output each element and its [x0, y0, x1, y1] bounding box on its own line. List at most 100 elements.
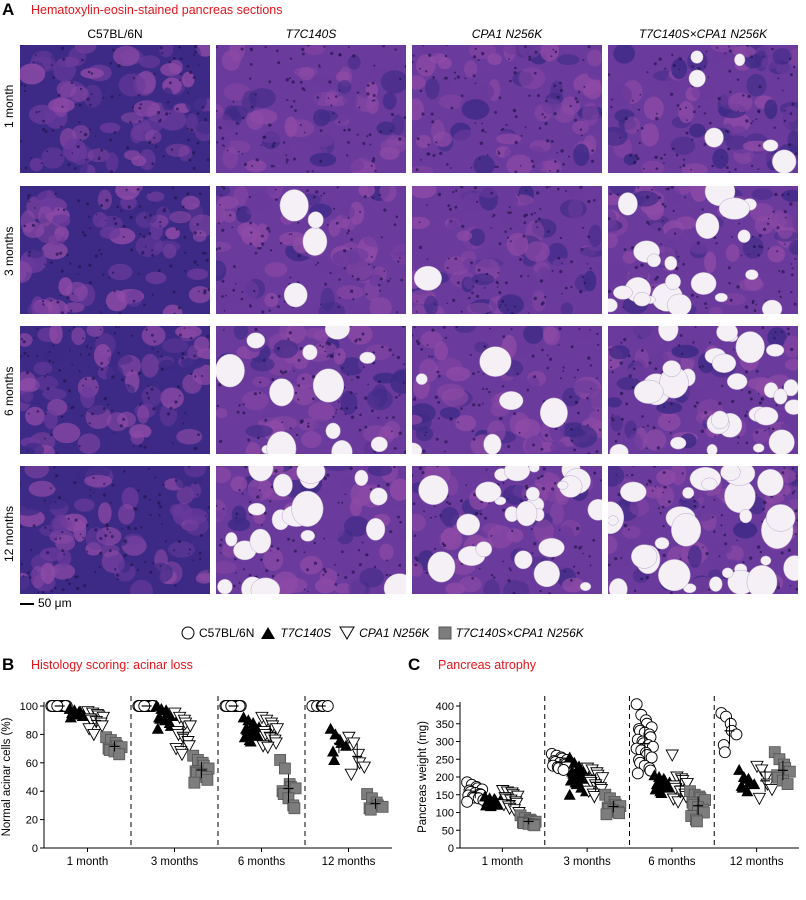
legend-gray-square-marker: [438, 626, 452, 640]
legend-open-triangle-marker: [339, 626, 355, 640]
panel-c-title: Pancreas atrophy: [438, 658, 536, 672]
legend-label-double-mutant: T7C140S×CPA1 N256K: [455, 626, 584, 640]
data-point-t7c140s: [324, 722, 337, 734]
histology-image-double-mutant-1-month: [608, 45, 798, 173]
row-label-1-month: 1 month: [2, 84, 16, 128]
y-tick-label: 20: [26, 815, 38, 827]
chart-legend: C57BL/6N T7C140S CPA1 N256K T7C140S×CPA1…: [181, 626, 584, 640]
data-point-t7c140s: [484, 800, 497, 812]
panel-a-letter: A: [2, 0, 15, 19]
legend-label-c57bl6n: C57BL/6N: [199, 626, 255, 640]
x-tick-label: 6 months: [648, 856, 696, 868]
data-point-double-mutant: [113, 748, 126, 761]
y-tick-label: 400: [436, 701, 454, 713]
data-point-c57bl6n: [461, 795, 474, 808]
histology-image-c57bl6n-1-month: [20, 45, 210, 173]
data-point-cpa1-n256k: [680, 777, 695, 791]
data-point-c57bl6n: [631, 767, 644, 780]
x-tick-label: 6 months: [238, 856, 286, 868]
histology-image-double-mutant-3-months: [608, 186, 798, 314]
data-point-t7c140s: [655, 786, 668, 798]
data-point-t7c140s: [329, 728, 342, 740]
data-point-cpa1-n256k: [346, 737, 361, 750]
data-point-cpa1-n256k: [765, 783, 779, 797]
y-tick-label: 0: [448, 843, 454, 855]
y-tick-label: 250: [436, 754, 454, 766]
histology-image-c57bl6n-6-months: [20, 326, 210, 454]
y-tick-label: 40: [26, 786, 38, 798]
data-point-t7c140s: [748, 778, 761, 790]
pancreas-atrophy-chart: 0 50 100 150 200 250 300 350 400 Pancreas weight …: [417, 696, 799, 868]
panel-b-title: Histology scoring: acinar loss: [31, 658, 193, 672]
histology-image-cpa1-n256k-12-months: [412, 466, 602, 594]
y-tick-label: 60: [26, 758, 38, 770]
legend-filled-triangle-marker: [261, 627, 276, 639]
row-label-12-months: 12 months: [2, 505, 16, 562]
row-label-3-months: 3 months: [2, 226, 16, 276]
column-header-double-mutant: T7C140S×CPA1 N256K: [638, 27, 768, 41]
data-point-cpa1-n256k: [270, 723, 285, 736]
data-point-cpa1-n256k: [759, 771, 774, 784]
data-point-double-mutant: [781, 778, 794, 790]
data-point-cpa1-n256k: [595, 772, 610, 785]
data-point-t7c140s: [662, 781, 675, 793]
y-axis-title: Normal acinar cells (%): [1, 717, 13, 836]
y-axis-title: Pancreas weight (mg): [417, 721, 429, 833]
data-point-t7c140s: [733, 763, 746, 775]
y-tick-label: 80: [26, 729, 38, 741]
x-tick-label: 12 months: [322, 856, 376, 868]
data-point-t7c140s: [741, 785, 754, 797]
x-tick-label: 12 months: [730, 856, 784, 868]
data-point-t7c140s: [327, 745, 340, 757]
histology-image-t7c140s-6-months: [216, 326, 406, 454]
column-header-t7c140s: T7C140S: [285, 27, 337, 41]
scale-bar-label: 50 μm: [38, 596, 72, 610]
x-tick-label: 3 months: [151, 856, 199, 868]
column-header-cpa1-n256k: CPA1 N256K: [471, 27, 543, 41]
panel-c-letter: C: [408, 655, 421, 674]
data-point-t7c140s: [151, 722, 164, 734]
histology-image-double-mutant-6-months: [608, 326, 798, 454]
data-point-double-mutant: [279, 762, 291, 775]
data-point-c57bl6n: [718, 746, 731, 759]
legend-open-circle-marker: [181, 626, 195, 640]
data-point-c57bl6n: [630, 698, 643, 711]
legend-label-t7c140s: T7C140S: [280, 626, 332, 640]
y-tick-label: 300: [436, 737, 454, 749]
data-point-double-mutant: [364, 803, 377, 816]
data-point-cpa1-n256k: [261, 741, 275, 755]
data-point-double-mutant: [288, 802, 301, 815]
data-point-cpa1-n256k: [95, 720, 109, 733]
x-tick-label: 1 month: [67, 856, 109, 868]
x-tick-label: 1 month: [482, 856, 524, 868]
data-point-cpa1-n256k: [671, 796, 685, 809]
data-point-double-mutant: [376, 800, 389, 813]
data-point-double-mutant: [528, 819, 541, 832]
data-point-cpa1-n256k: [344, 768, 359, 782]
legend-label-cpa1-n256k: CPA1 N256K: [359, 626, 430, 640]
panel-a-title: Hematoxylin-eosin-stained pancreas secti…: [31, 3, 283, 17]
column-header-c57bl6n: C57BL/6N: [87, 27, 143, 41]
y-tick-label: 150: [436, 790, 454, 802]
data-point-c57bl6n: [730, 728, 743, 741]
data-point-t7c140s: [563, 788, 576, 800]
data-point-cpa1-n256k: [175, 748, 189, 762]
data-point-double-mutant: [188, 776, 201, 789]
data-point-cpa1-n256k: [183, 720, 198, 733]
y-tick-label: 0: [32, 843, 38, 855]
data-point-cpa1-n256k: [587, 791, 602, 804]
x-tick-label: 3 months: [563, 856, 611, 868]
data-point-t7c140s: [244, 735, 257, 747]
data-point-t7c140s: [251, 729, 264, 741]
histology-image-c57bl6n-12-months: [20, 466, 210, 594]
data-point-cpa1-n256k: [357, 761, 372, 774]
y-tick-label: 100: [20, 701, 38, 713]
data-point-cpa1-n256k: [87, 728, 101, 742]
histology-image-cpa1-n256k-3-months: [412, 186, 602, 314]
data-point-double-mutant: [600, 808, 613, 821]
histology-image-t7c140s-3-months: [216, 186, 406, 314]
scale-bar: [20, 603, 34, 605]
data-point-double-mutant: [691, 815, 703, 828]
histology-image-cpa1-n256k-6-months: [412, 326, 602, 454]
data-point-cpa1-n256k: [752, 792, 767, 806]
